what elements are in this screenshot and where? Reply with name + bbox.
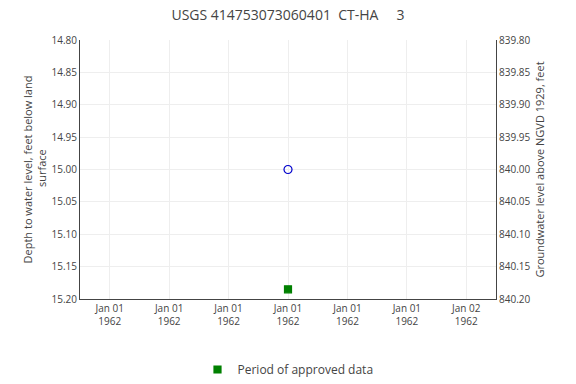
svg-text:840.00: 840.00: [499, 162, 530, 176]
svg-text:839.80: 839.80: [499, 33, 530, 47]
svg-text:839.95: 839.95: [499, 130, 530, 144]
svg-text:839.90: 839.90: [499, 97, 530, 111]
svg-text:USGS 414753073060401 CT-HA: USGS 414753073060401 CT-HA 3: [171, 5, 404, 24]
svg-text:15.00: 15.00: [52, 162, 78, 176]
svg-text:Jan 011962: Jan 011962: [392, 301, 421, 328]
svg-text:Jan 011962: Jan 011962: [213, 301, 242, 328]
svg-text:15.05: 15.05: [52, 194, 78, 208]
svg-text:14.85: 14.85: [52, 65, 78, 79]
svg-text:Jan 021962: Jan 021962: [451, 301, 481, 328]
svg-text:840.10: 840.10: [499, 227, 530, 241]
svg-text:Jan 011962: Jan 011962: [94, 301, 123, 328]
svg-text:Jan 011962: Jan 011962: [273, 301, 302, 328]
svg-text:840.20: 840.20: [499, 292, 530, 306]
svg-text:Jan 011962: Jan 011962: [154, 301, 183, 328]
svg-text:840.05: 840.05: [499, 194, 530, 208]
svg-text:840.15: 840.15: [499, 259, 530, 273]
svg-text:14.80: 14.80: [52, 33, 78, 47]
svg-text:14.95: 14.95: [52, 130, 78, 144]
svg-text:Depth to water level, feet bel: Depth to water level, feet below land su…: [20, 76, 49, 264]
svg-text:15.20: 15.20: [52, 292, 78, 306]
svg-text:839.85: 839.85: [499, 65, 530, 79]
svg-text:Groundwater level above NGVD 1: Groundwater level above NGVD 1929, feet: [532, 61, 547, 277]
svg-text:Period of approved data: Period of approved data: [238, 361, 374, 378]
svg-text:15.15: 15.15: [52, 259, 78, 273]
svg-text:Jan 011962: Jan 011962: [332, 301, 361, 328]
svg-text:14.90: 14.90: [52, 97, 78, 111]
svg-text:15.10: 15.10: [52, 227, 78, 241]
